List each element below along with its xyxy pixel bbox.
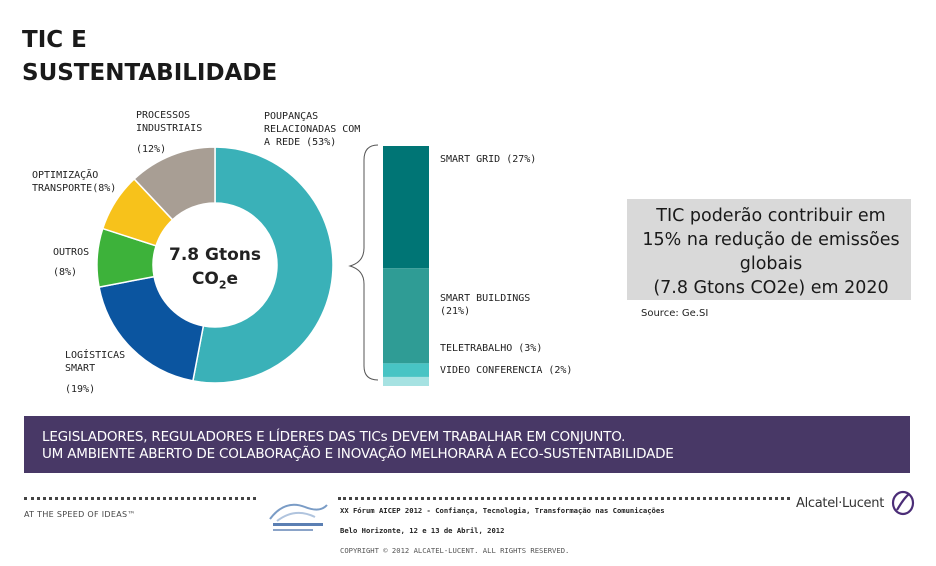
event-logo-icon: [265, 497, 335, 537]
footer-dotted-rule-left: [24, 497, 256, 500]
brand-name: Alcatel·Lucent: [796, 496, 884, 511]
label-video-conferencia: VIDEO CONFERENCIA (2%): [440, 364, 572, 377]
stack-segment-2: [383, 363, 429, 377]
label-optimizacao: OPTIMIZAÇÃO TRANSPORTE(8%): [32, 169, 116, 195]
stack-segment-0: [383, 146, 429, 268]
stacked-bar: [383, 146, 429, 386]
donut-center-main: 7.8 Gtons: [160, 243, 270, 267]
footer-line-1: XX Fórum AICEP 2012 - Confiança, Tecnolo…: [340, 506, 665, 516]
footer-line-2: Belo Horizonte, 12 e 13 de Abril, 2012: [340, 526, 665, 536]
donut-center-label: 7.8 Gtons CO2e: [160, 243, 270, 297]
source-note: Source: Ge.SI: [641, 308, 708, 319]
label-outros-pct: (8%): [53, 266, 77, 279]
label-logisticas-pct: (19%): [65, 383, 95, 396]
slide-title: TIC E SUSTENTABILIDADE: [22, 24, 277, 90]
message-banner: LEGISLADORES, REGULADORES E LÍDERES DAS …: [24, 416, 910, 473]
label-teletrabalho: TELETRABALHO (3%): [440, 342, 542, 355]
label-smart-grid: SMART GRID (27%): [440, 153, 536, 166]
callout-box: TIC poderão contribuir em 15% na redução…: [627, 199, 911, 300]
alcatel-lucent-logo-icon: [890, 490, 916, 516]
banner-text: LEGISLADORES, REGULADORES E LÍDERES DAS …: [42, 429, 674, 463]
label-logisticas: LOGÍSTICAS SMART: [65, 349, 125, 375]
curly-brace: [340, 140, 380, 385]
label-smart-buildings: SMART BUILDINGS (21%): [440, 292, 530, 318]
callout-text: TIC poderão contribuir em 15% na redução…: [635, 204, 907, 300]
donut-center-sub: CO2e: [160, 267, 270, 297]
stack-segment-1: [383, 268, 429, 363]
footer-event-info: XX Fórum AICEP 2012 - Confiança, Tecnolo…: [340, 496, 665, 566]
footer-copyright: COPYRIGHT © 2012 ALCATEL-LUCENT. ALL RIG…: [340, 546, 665, 556]
label-processos-industriais: PROCESSOS INDUSTRIAIS: [136, 109, 202, 135]
footer-tagline: AT THE SPEED OF IDEAS™: [24, 510, 136, 519]
label-outros: OUTROS: [53, 246, 89, 259]
label-processos-pct: (12%): [136, 143, 166, 156]
stack-segment-3: [383, 377, 429, 386]
